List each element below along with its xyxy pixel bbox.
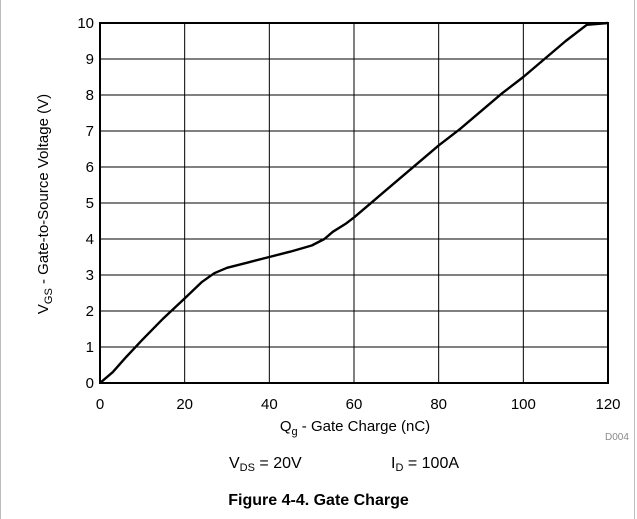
y-tick-label: 9 [86, 51, 94, 68]
plot-area [99, 22, 609, 384]
y-tick-label: 3 [86, 267, 94, 284]
x-tick-label: 120 [595, 396, 620, 413]
y-axis-title: VGS - Gate-to-Source Voltage (V) [35, 94, 55, 314]
vds-condition: VDS = 20V [229, 455, 302, 474]
y-tick-label: 2 [86, 303, 94, 320]
x-tick-label: 20 [176, 396, 193, 413]
y-tick-label: 1 [86, 339, 94, 356]
figure-caption: Figure 4-4. Gate Charge [228, 492, 409, 509]
x-axis-title: Qg - Gate Charge (nC) [280, 418, 430, 438]
x-tick-label: 40 [261, 396, 278, 413]
y-tick-label: 7 [86, 123, 94, 140]
y-tick-label: 10 [77, 15, 94, 32]
y-tick-label: 8 [86, 87, 94, 104]
y-tick-label: 5 [86, 195, 94, 212]
x-tick-label: 60 [346, 396, 363, 413]
grid [99, 22, 609, 384]
x-tick-label: 80 [430, 396, 447, 413]
x-tick-label: 0 [96, 396, 104, 413]
id-condition: ID = 100A [391, 455, 460, 474]
vgs-vs-qg-line [99, 21, 609, 384]
gate-charge-chart: 0 20 40 60 80 100 120 0 1 2 3 4 5 6 7 8 9 10 Qg - Gate C… [35, 15, 629, 443]
y-tick-label: 6 [86, 159, 94, 176]
x-tick-label: 100 [511, 396, 536, 413]
y-axis-ticks: 0 1 2 3 4 5 6 7 8 9 10 [77, 15, 94, 392]
figure-code: D004 [605, 432, 629, 443]
y-tick-label: 0 [86, 375, 94, 392]
y-tick-label: 4 [86, 231, 94, 248]
test-conditions: VDS = 20V ID = 100A [0, 455, 637, 477]
x-axis-ticks: 0 20 40 60 80 100 120 [96, 396, 621, 413]
